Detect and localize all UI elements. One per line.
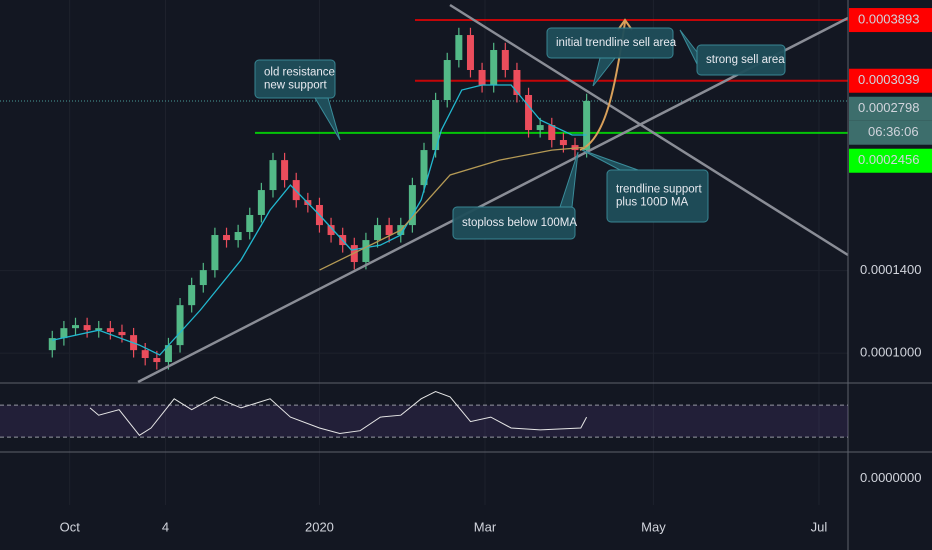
rsi-line bbox=[89, 390, 588, 436]
x-tick-label: 4 bbox=[162, 519, 169, 534]
y-tick-label: 0.0000000 bbox=[860, 470, 921, 485]
callout-box bbox=[254, 59, 336, 99]
candle-body bbox=[490, 50, 498, 86]
candle-body bbox=[374, 225, 382, 241]
candle-body bbox=[501, 50, 509, 71]
candle-body bbox=[420, 150, 428, 186]
candle-body bbox=[188, 285, 196, 306]
candle-body bbox=[106, 328, 114, 332]
candle-body bbox=[408, 185, 416, 226]
candle-body bbox=[536, 125, 544, 131]
price-marker-label bbox=[849, 8, 932, 33]
candle-body bbox=[269, 160, 277, 191]
candle-body bbox=[281, 160, 289, 181]
x-tick-label: Mar bbox=[474, 519, 497, 534]
price-marker-text: 0.0003893 bbox=[858, 11, 919, 26]
y-tick-label: 0.0001000 bbox=[860, 345, 921, 360]
candle-body bbox=[466, 35, 474, 71]
candle-body bbox=[48, 338, 56, 351]
annotation-text: old resistance bbox=[264, 67, 335, 79]
annotation-text: stoploss below 100MA bbox=[462, 217, 577, 229]
price-marker-label bbox=[849, 96, 932, 121]
candle-body bbox=[176, 305, 184, 346]
candle-body bbox=[525, 95, 533, 131]
candle-body bbox=[234, 232, 242, 241]
candle-body bbox=[443, 60, 451, 101]
price-marker-text: 0.0003039 bbox=[858, 72, 919, 87]
x-tick-label: Jul bbox=[811, 519, 828, 534]
annotation-text: initial trendline sell area bbox=[556, 37, 677, 49]
candle-body bbox=[72, 325, 80, 329]
callout-box bbox=[546, 27, 674, 59]
trendline-up bbox=[137, 16, 849, 384]
x-tick-label: May bbox=[641, 519, 666, 534]
candle-body bbox=[455, 35, 463, 61]
candle-body bbox=[513, 70, 521, 96]
candle-body bbox=[199, 270, 207, 286]
candle-body bbox=[478, 70, 486, 86]
callout-box bbox=[696, 44, 786, 76]
price-marker-label bbox=[849, 68, 932, 93]
candle-body bbox=[164, 345, 172, 363]
candle-body bbox=[95, 328, 103, 331]
candle-body bbox=[257, 190, 265, 215]
price-marker-label bbox=[849, 148, 932, 173]
trendline-down bbox=[449, 3, 849, 257]
callout-box bbox=[452, 206, 576, 240]
callout-box bbox=[606, 169, 709, 223]
candle-body bbox=[83, 325, 91, 331]
x-tick-label: Oct bbox=[60, 519, 81, 534]
arrow-head bbox=[617, 18, 633, 31]
countdown-label bbox=[849, 120, 932, 145]
moving-average bbox=[319, 146, 587, 271]
y-tick-label: 0.0001400 bbox=[860, 262, 921, 277]
candle-body bbox=[141, 350, 149, 359]
price-marker-text: 0.0002456 bbox=[858, 152, 919, 167]
candle-body bbox=[211, 235, 219, 271]
candle-body bbox=[292, 180, 300, 201]
countdown-text: 06:36:06 bbox=[868, 124, 919, 139]
rsi-band bbox=[0, 405, 848, 438]
candle-body bbox=[432, 100, 440, 151]
candle-body bbox=[153, 358, 161, 363]
candle-body bbox=[362, 240, 370, 263]
candle-body bbox=[118, 331, 126, 336]
candle-body bbox=[246, 214, 254, 233]
candle-body bbox=[385, 225, 393, 236]
annotation-text: new support bbox=[264, 80, 327, 92]
candle-body bbox=[60, 328, 68, 339]
annotation-text: plus 100D MA bbox=[616, 197, 689, 209]
candle-body bbox=[327, 225, 335, 236]
candle-body bbox=[583, 100, 591, 151]
price-marker-text: 0.0002798 bbox=[858, 100, 919, 115]
x-tick-label: 2020 bbox=[305, 519, 334, 534]
annotation-text: trendline support bbox=[616, 184, 702, 196]
candle-body bbox=[223, 235, 231, 241]
candles bbox=[48, 27, 591, 370]
annotation-text: strong sell area bbox=[706, 54, 785, 66]
candle-body bbox=[559, 140, 567, 146]
candle-body bbox=[548, 125, 556, 141]
